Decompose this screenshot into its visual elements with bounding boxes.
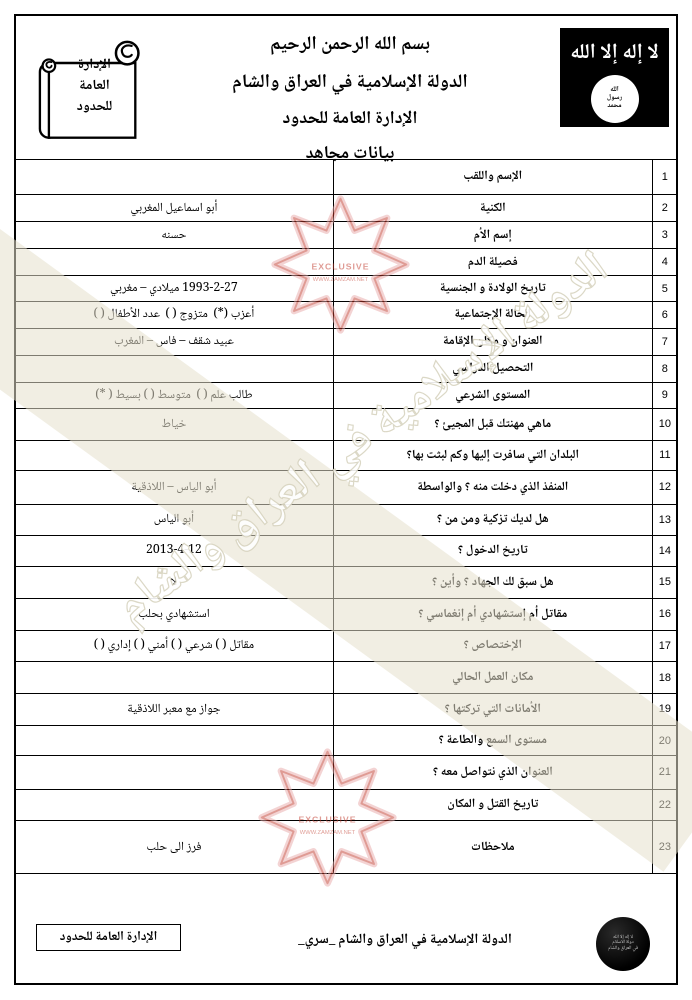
svg-text:WWW.ZAMZAM.NET: WWW.ZAMZAM.NET xyxy=(300,830,356,836)
svg-text:WWW.ZAMZAM.NET: WWW.ZAMZAM.NET xyxy=(313,277,369,283)
svg-text:EXCLUSIVE: EXCLUSIVE xyxy=(312,261,370,271)
svg-text:EXCLUSIVE: EXCLUSIVE xyxy=(299,814,357,824)
